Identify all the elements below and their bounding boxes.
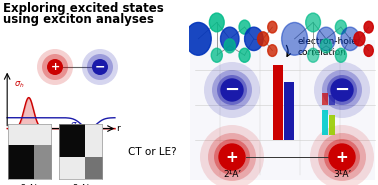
Circle shape [214,139,250,175]
Text: electron-hole
correlation: electron-hole correlation [298,37,358,57]
FancyArrowPatch shape [287,45,291,56]
Circle shape [257,32,269,46]
Text: using exciton analyses: using exciton analyses [3,13,154,26]
Circle shape [87,54,113,80]
Bar [329,95,335,105]
Circle shape [185,22,211,55]
Bar [322,110,328,135]
Circle shape [321,39,332,53]
Circle shape [268,45,277,56]
Text: 2¹A’: 2¹A’ [21,184,38,185]
Text: +: + [226,149,239,164]
Text: 3¹A’: 3¹A’ [333,170,351,179]
Circle shape [37,49,73,85]
Circle shape [317,27,335,51]
Circle shape [327,75,357,105]
Circle shape [314,62,370,118]
Circle shape [204,62,260,118]
Circle shape [47,59,63,75]
Circle shape [42,54,68,80]
Text: A: A [84,132,90,141]
Circle shape [331,79,353,101]
Circle shape [208,133,256,181]
Circle shape [212,70,252,110]
Text: Exploring excited states: Exploring excited states [3,2,164,15]
Text: −: − [335,81,350,99]
Circle shape [224,39,235,53]
Circle shape [329,144,355,170]
Circle shape [308,48,319,62]
Circle shape [354,32,365,46]
Text: +: + [336,149,349,164]
Text: $\sigma_h$: $\sigma_h$ [14,80,25,90]
Circle shape [245,27,263,51]
Text: 3¹A’: 3¹A’ [72,184,89,185]
Circle shape [217,75,247,105]
Circle shape [364,21,373,33]
Circle shape [221,79,243,101]
Text: $\sigma_e$: $\sigma_e$ [70,120,80,130]
Circle shape [209,13,224,32]
Circle shape [268,21,277,33]
Circle shape [341,27,359,51]
Text: −: − [95,60,105,73]
Circle shape [211,48,222,62]
Circle shape [322,70,362,110]
Bar [273,65,283,140]
Circle shape [335,20,346,34]
Text: +: + [50,62,60,72]
Circle shape [306,13,321,32]
Text: r: r [116,124,120,133]
Circle shape [310,125,374,185]
Text: CT or LE?: CT or LE? [128,147,177,157]
Text: −: − [225,81,240,99]
Text: 2¹A’: 2¹A’ [223,170,241,179]
Circle shape [324,139,360,175]
Circle shape [92,59,108,75]
Circle shape [239,48,250,62]
Circle shape [220,27,239,51]
Bar [329,115,335,135]
Bar [284,82,294,140]
Circle shape [219,144,245,170]
Circle shape [82,49,118,85]
Circle shape [282,22,308,55]
Bar [322,93,328,105]
Circle shape [335,48,346,62]
Circle shape [364,45,373,56]
Circle shape [318,133,366,181]
Circle shape [200,125,264,185]
Bar [190,40,375,180]
Text: D: D [25,132,32,141]
Circle shape [239,20,250,34]
